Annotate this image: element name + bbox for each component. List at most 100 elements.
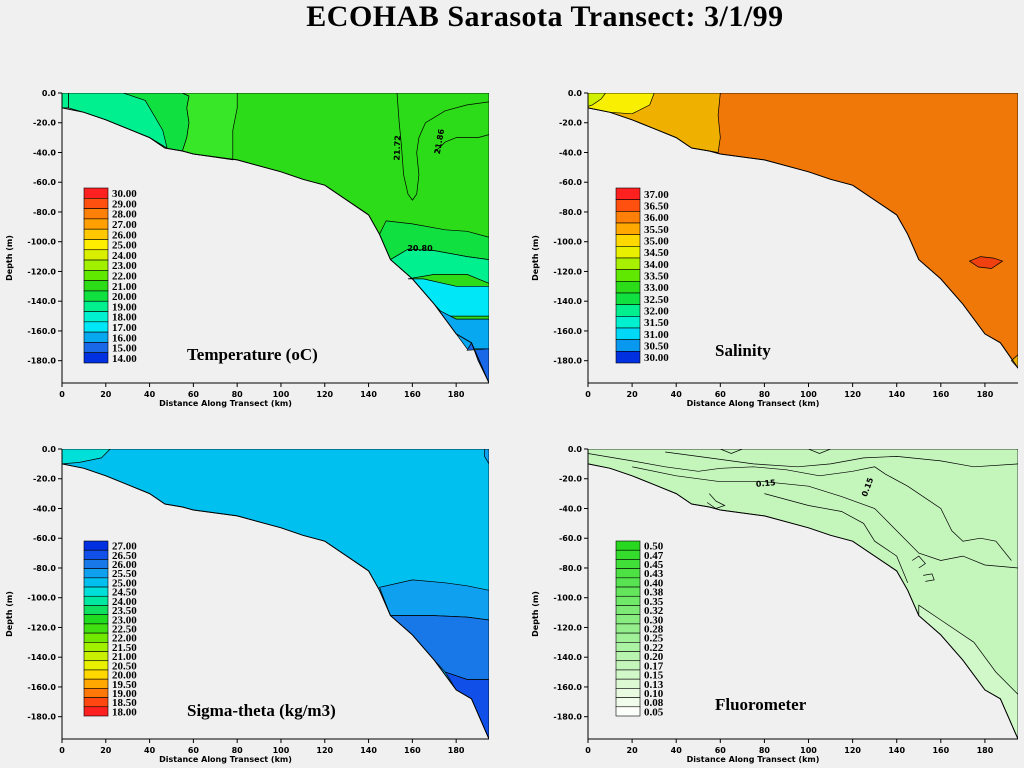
legend-swatch [615, 605, 641, 615]
legend-label: 0.50 [644, 541, 664, 553]
salinity-title: Salinity [715, 341, 771, 360]
x-axis-label: Distance Along Transect (km) [159, 399, 292, 408]
contour-label: 0.15 [756, 478, 777, 489]
legend-swatch [615, 678, 641, 689]
x-tick-label: 60 [188, 390, 200, 399]
legend-swatch [615, 577, 641, 588]
legend-swatch [615, 222, 641, 235]
legend-swatch [615, 246, 641, 259]
legend-label: 0.38 [644, 587, 664, 599]
x-tick-label: 160 [932, 390, 949, 399]
legend-label: 31.00 [644, 329, 669, 341]
legend-label: 36.50 [644, 201, 669, 213]
legend-swatch [83, 595, 109, 606]
legend-swatch [83, 249, 109, 261]
x-tick-label: 160 [404, 390, 421, 399]
y-tick-label: -40.0 [33, 504, 56, 513]
x-tick-label: 20 [100, 390, 112, 399]
legend-swatch [83, 300, 109, 312]
contour-line [764, 493, 909, 583]
y-tick-label: -20.0 [33, 119, 56, 128]
legend-label: 30.00 [112, 188, 137, 200]
contour-line [923, 573, 935, 582]
contour-region [588, 93, 607, 107]
legend-label: 20.50 [112, 660, 137, 672]
legend-swatch [615, 304, 641, 317]
legend-swatch [83, 568, 109, 579]
legend-swatch [615, 540, 641, 551]
legend-label: 19.50 [112, 679, 137, 691]
legend-label: 0.45 [644, 559, 664, 571]
legend-label: 28.00 [112, 209, 137, 221]
legend-swatch [83, 311, 109, 323]
legend-swatch [83, 259, 109, 271]
fluorometer-title: Fluorometer [715, 695, 807, 714]
legend-swatch [615, 586, 641, 597]
legend-swatch [615, 669, 641, 680]
page-title: ECOHAB Sarasota Transect: 3/1/99 [306, 0, 784, 33]
legend-label: 0.15 [644, 670, 664, 682]
x-tick-label: 80 [232, 746, 244, 755]
x-tick-label: 80 [232, 390, 244, 399]
x-tick-label: 0 [59, 390, 65, 399]
legend-label: 21.50 [112, 642, 137, 654]
x-axis-label: Distance Along Transect (km) [687, 755, 820, 764]
legend-label: 29.00 [112, 198, 137, 210]
contour-region [968, 256, 1004, 269]
x-tick-label: 60 [715, 746, 727, 755]
legend-label: 23.00 [112, 614, 137, 626]
legend-label: 0.22 [644, 642, 664, 654]
salinity-plot-area [588, 93, 1018, 383]
contour-line [396, 93, 489, 201]
legend-label: 20.00 [112, 291, 137, 303]
y-tick-label: -20.0 [559, 475, 582, 484]
salinity-legend: 37.0036.5036.0035.5035.0034.5034.0033.50… [615, 187, 669, 364]
y-tick-label: -120.0 [27, 267, 56, 276]
contour-label: 21.72 [393, 135, 403, 161]
legend-label: 27.00 [112, 219, 137, 231]
legend-label: 14.00 [112, 353, 137, 365]
y-tick-label: -140.0 [27, 653, 56, 662]
y-tick-label: -40.0 [559, 504, 582, 513]
legend-label: 0.47 [644, 550, 664, 562]
y-tick-label: -40.0 [33, 148, 56, 157]
legend-swatch [83, 623, 109, 634]
bottom-profile [588, 107, 1018, 369]
legend-swatch [615, 199, 641, 212]
legend-label: 25.00 [112, 577, 137, 589]
y-tick-label: -60.0 [33, 178, 56, 187]
contour-line [706, 493, 726, 509]
x-tick-label: 180 [977, 746, 994, 755]
y-tick-label: -180.0 [553, 357, 582, 366]
legend-swatch [615, 211, 641, 224]
contour-line [720, 449, 743, 454]
x-tick-label: 180 [448, 746, 465, 755]
y-tick-label: -140.0 [553, 653, 582, 662]
x-tick-label: 60 [188, 746, 200, 755]
bottom-profile [62, 463, 489, 739]
y-tick-label: -60.0 [33, 534, 56, 543]
y-tick-label: -100.0 [27, 238, 56, 247]
y-axis-label: Depth (m) [531, 591, 540, 637]
x-tick-label: 20 [100, 746, 112, 755]
legend-swatch [83, 187, 109, 199]
salinity-panel: 0 20 40 60 80 100 120 140 160 180 0.0 -20.0 -40.0 -60… [531, 89, 1018, 408]
legend-swatch [615, 642, 641, 652]
legend-label: 22.00 [112, 633, 137, 645]
y-tick-label: -180.0 [27, 713, 56, 722]
legend-label: 22.50 [112, 624, 137, 636]
contour-line [632, 466, 1018, 569]
x-tick-label: 180 [448, 390, 465, 399]
legend-label: 0.13 [644, 679, 664, 691]
x-tick-label: 140 [360, 746, 377, 755]
x-tick-label: 120 [844, 390, 861, 399]
legend-swatch [83, 559, 109, 569]
legend-swatch [615, 351, 641, 364]
legend-label: 33.00 [644, 282, 669, 294]
legend-swatch [83, 208, 109, 220]
legend-label: 0.17 [644, 660, 664, 672]
legend-swatch [615, 187, 641, 200]
legend-swatch [615, 623, 641, 634]
legend-swatch [83, 678, 109, 689]
legend-label: 30.00 [644, 352, 669, 364]
